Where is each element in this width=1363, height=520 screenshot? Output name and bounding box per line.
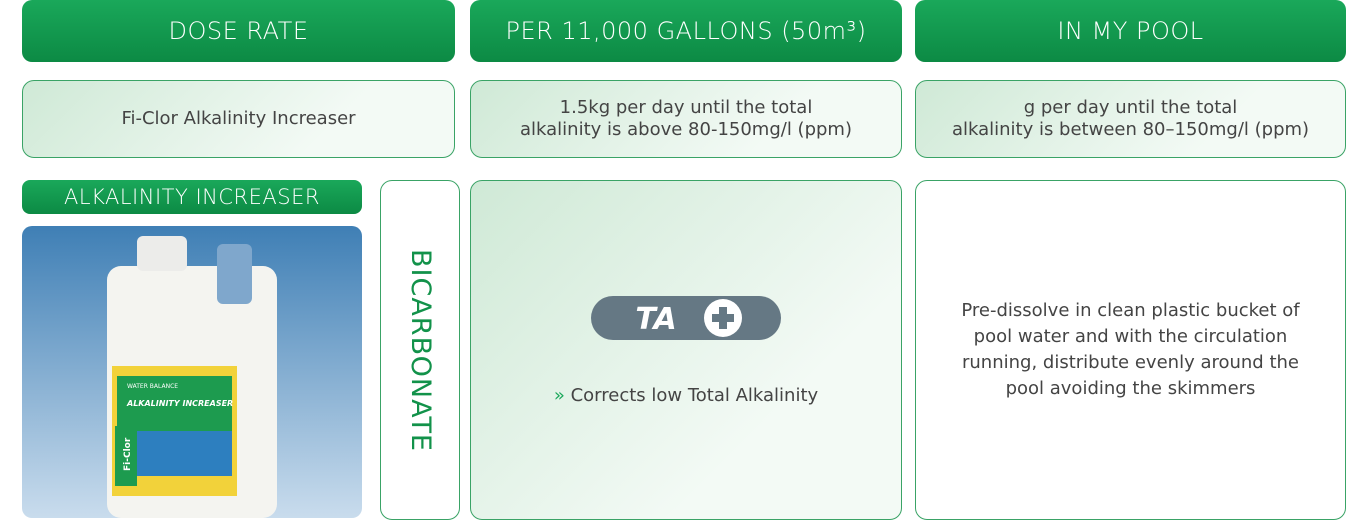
dose-cell: Fi-Clor Alkalinity Increaser <box>22 80 455 158</box>
type-box: BICARBONATE <box>380 180 460 520</box>
bullet: » <box>554 385 565 406</box>
cell-line: alkalinity is between 80–150mg/l (ppm) <box>952 119 1309 141</box>
header-tab: DOSE RATE <box>22 0 455 62</box>
header-tab: PER 11,000 GALLONS (50m³) <box>470 0 902 62</box>
cell-line: 1.5kg per day until the total <box>560 97 813 119</box>
instruction-line: pool avoiding the skimmers <box>1006 376 1256 402</box>
ta-badge: TA <box>586 293 786 343</box>
effect-text: Corrects low Total Alkalinity <box>571 385 819 406</box>
page: {"headers": ["DOSE RATE", "PER 11,000 GA… <box>0 0 1363 518</box>
product-image: WATER BALANCE ALKALINITY INCREASER Fi-Cl… <box>22 226 362 518</box>
instructions-box: Pre-dissolve in clean plastic bucket of … <box>915 180 1346 520</box>
product-title: ALKALINITY INCREASER <box>22 180 362 214</box>
instruction-line: pool water and with the circulation <box>974 324 1288 350</box>
dose-cell: g per day until the total alkalinity is … <box>915 80 1346 158</box>
badge-text: TA <box>635 302 676 337</box>
cell-line: g per day until the total <box>1024 97 1238 119</box>
cell-text: Fi-Clor Alkalinity Increaser <box>121 108 355 130</box>
instruction-line: Pre-dissolve in clean plastic bucket of <box>961 298 1299 324</box>
pack-label: ALKALINITY INCREASER <box>126 399 233 408</box>
header-tab: IN MY POOL <box>915 0 1346 62</box>
pack-label: Fi-Clor <box>123 437 133 471</box>
pack-label: WATER BALANCE <box>127 383 178 390</box>
instruction-line: running, distribute evenly around the <box>962 350 1299 376</box>
type-label: BICARBONATE <box>409 249 431 452</box>
cell-line: alkalinity is above 80-150mg/l (ppm) <box>520 119 852 141</box>
dose-cell: 1.5kg per day until the total alkalinity… <box>470 80 902 158</box>
effect-box: TA » Corrects low Total Alkalinity <box>470 180 902 520</box>
effect-line: » Corrects low Total Alkalinity <box>554 385 818 407</box>
